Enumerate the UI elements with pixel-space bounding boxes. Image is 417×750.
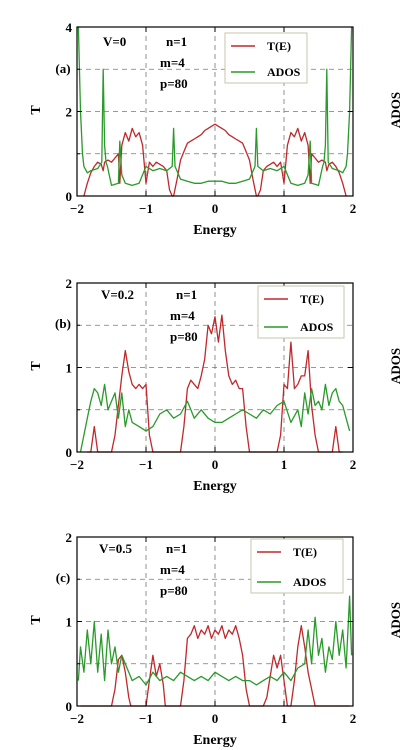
legend-label: T(E)	[300, 292, 324, 306]
legend-box	[257, 285, 345, 339]
annotation-param: p=80	[170, 329, 198, 344]
y-axis-label: T	[29, 615, 44, 625]
y-tick-label: 1	[66, 615, 73, 630]
legend-label: ADOS	[293, 575, 327, 589]
chart-panel-3: −2 −1 0 1 2 0 1 2 Energy T ADOS (c) V=0.5 n=1 m=4 p=80 T…	[29, 530, 403, 748]
x-tick-label: 2	[350, 711, 357, 726]
legend-label: ADOS	[267, 65, 301, 79]
y-axis-label: T	[29, 361, 44, 371]
series-line-ados	[79, 383, 351, 453]
legend: T(E) ADOS	[250, 538, 344, 594]
x-tick-label: 0	[212, 201, 219, 216]
y-tick-label: 2	[66, 276, 73, 291]
y-axis-label-right: ADOS	[388, 602, 403, 638]
annotation-param: m=4	[160, 562, 185, 577]
legend: T(E) ADOS	[224, 32, 308, 84]
x-tick-label: −1	[139, 457, 153, 472]
series-line-ados	[77, 26, 353, 187]
y-tick-label: 0	[66, 699, 73, 714]
chart-panel-1: −2 −1 0 1 2 0 2 4 Energy T ADOS (a) V=0 n=1 m=4 p=80 T(E…	[29, 20, 403, 238]
panel-label: (b)	[55, 316, 71, 331]
y-axis-label: T	[29, 105, 44, 115]
annotation-param: p=80	[160, 76, 188, 91]
y-tick-label: 0	[66, 445, 73, 460]
y-tick-label: 2	[66, 530, 73, 545]
legend-label: T(E)	[267, 39, 291, 53]
annotation-param: p=80	[160, 583, 188, 598]
annotation-param: m=4	[160, 55, 185, 70]
x-tick-label: 0	[212, 457, 219, 472]
annotation-voltage: V=0.5	[99, 541, 133, 556]
x-axis-label: Energy	[193, 733, 237, 748]
x-tick-label: 1	[281, 457, 288, 472]
series-line-ados	[77, 595, 353, 686]
legend: T(E) ADOS	[257, 285, 345, 339]
annotation-param: n=1	[166, 34, 187, 49]
x-axis-label: Energy	[193, 223, 237, 238]
x-tick-label: −1	[139, 201, 153, 216]
x-tick-label: 1	[281, 711, 288, 726]
legend-label: ADOS	[300, 320, 334, 334]
legend-box	[250, 538, 344, 594]
x-tick-label: −2	[70, 457, 84, 472]
panel-label: (c)	[56, 570, 70, 585]
y-tick-label: 2	[66, 105, 73, 120]
x-tick-label: 2	[350, 201, 357, 216]
annotation-voltage: V=0.2	[101, 287, 134, 302]
x-tick-label: 1	[281, 201, 288, 216]
annotation-voltage: V=0	[103, 34, 126, 49]
x-tick-label: 2	[350, 457, 357, 472]
y-tick-label: 0	[66, 189, 73, 204]
chart-panel-2: −2 −1 0 1 2 0 1 2 Energy T ADOS (b) V=0.2 n=1 m=4 p=80 T…	[29, 276, 403, 494]
annotation-param: n=1	[176, 287, 197, 302]
annotation-param: n=1	[166, 541, 187, 556]
y-axis-label-right: ADOS	[388, 92, 403, 128]
x-tick-label: −2	[70, 711, 84, 726]
x-tick-label: −1	[139, 711, 153, 726]
x-tick-label: 0	[212, 711, 219, 726]
legend-box	[224, 32, 308, 84]
y-tick-label: 1	[66, 361, 73, 376]
legend-label: T(E)	[293, 545, 317, 559]
y-axis-label-right: ADOS	[388, 348, 403, 384]
panel-label: (a)	[55, 61, 70, 76]
x-tick-label: −2	[70, 201, 84, 216]
annotation-param: m=4	[170, 308, 195, 323]
x-axis-label: Energy	[193, 479, 237, 494]
series-line-transmission	[87, 314, 343, 453]
y-tick-label: 4	[66, 20, 73, 35]
series-line-transmission	[83, 123, 347, 197]
